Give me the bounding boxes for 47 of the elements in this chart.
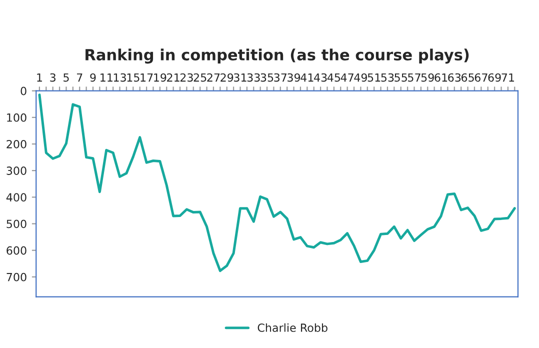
x-tick-label: 61 — [434, 73, 448, 82]
x-tick-label: 33 — [247, 73, 260, 82]
x-tick-label: 67 — [474, 73, 488, 82]
x-tick-label: 39 — [288, 73, 300, 82]
y-tick-label: 300 — [6, 166, 26, 175]
x-tick-label: 31 — [234, 73, 246, 82]
x-tick-label: 1 — [37, 73, 42, 82]
x-tick-label: 3 — [50, 73, 56, 82]
x-tick-label: 57 — [408, 73, 420, 82]
legend-label: Charlie Robb — [258, 323, 328, 332]
x-tick-label: 15 — [127, 73, 140, 82]
x-tick-label: 27 — [207, 73, 220, 82]
y-tick-label: 700 — [6, 272, 26, 282]
x-tick-label: 55 — [394, 73, 407, 82]
x-tick-label: 63 — [448, 73, 461, 82]
x-tick-label: 5 — [64, 73, 69, 82]
x-tick-label: 23 — [180, 73, 193, 82]
x-tick-label: 51 — [368, 73, 380, 82]
x-tick-label: 53 — [381, 73, 394, 82]
x-tick-label: 25 — [194, 73, 206, 82]
x-tick-label: 43 — [314, 73, 327, 82]
chart-title: Ranking in competition (as the course plays) — [86, 48, 469, 64]
y-tick-label: 500 — [6, 220, 26, 228]
y-tick-label: 200 — [6, 140, 26, 148]
y-tick-label: 400 — [6, 193, 26, 202]
x-tick-label: 45 — [327, 73, 340, 82]
x-tick-label: 17 — [140, 73, 153, 82]
x-tick-label: 21 — [167, 73, 180, 82]
x-tick-label: 13 — [114, 73, 126, 82]
x-tick-label: 69 — [488, 73, 501, 82]
x-tick-label: 11 — [100, 73, 112, 82]
x-tick-label: 37 — [274, 73, 287, 82]
x-tick-label: 7 — [76, 73, 82, 82]
x-tick-label: 59 — [421, 73, 434, 82]
y-tick-label: 0 — [20, 86, 26, 96]
x-tick-label: 9 — [90, 73, 96, 82]
x-tick-label: 71 — [502, 73, 514, 82]
y-tick-label: 600 — [6, 246, 26, 255]
x-tick-label: 47 — [340, 73, 354, 82]
x-tick-label: 19 — [154, 73, 166, 82]
x-tick-label: 49 — [354, 73, 367, 82]
x-tick-label: 41 — [300, 73, 314, 82]
line-series — [38, 94, 516, 272]
x-tick-label: 65 — [461, 73, 474, 82]
x-tick-label: 35 — [260, 73, 274, 82]
y-tick-label: 100 — [7, 113, 26, 122]
x-tick-label: 29 — [220, 73, 234, 82]
